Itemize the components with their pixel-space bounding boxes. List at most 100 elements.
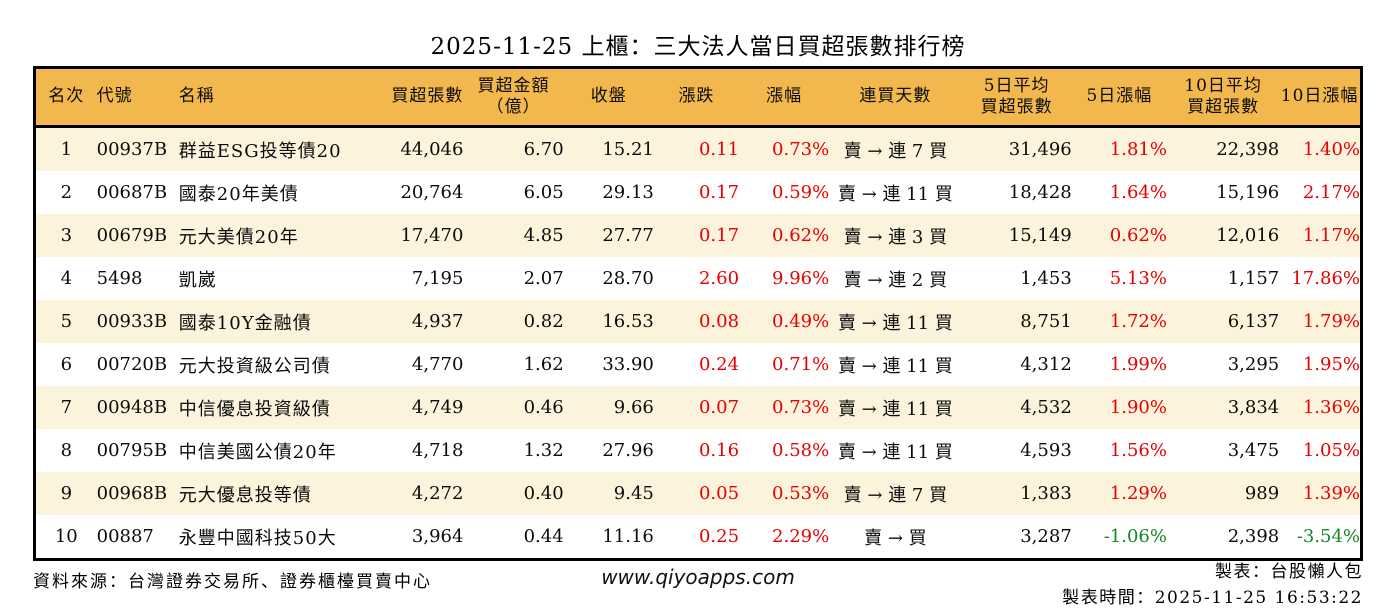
col-header-avg10: 10日平均 買超張數 <box>1166 67 1280 128</box>
cell-change: 0.08 <box>698 311 740 332</box>
cell-change_pct: 0.73% <box>772 397 830 418</box>
col-header-close: 收盤 <box>563 67 654 128</box>
footer-source: 資料來源：台灣證券交易所、證券櫃檯買賣中心 <box>33 572 432 592</box>
cell-pct5: 1.64% <box>1109 182 1167 203</box>
cell-pct5: 1.56% <box>1109 440 1167 461</box>
cell-change_pct: 0.53% <box>772 483 830 504</box>
cell-rank: 5 <box>60 311 73 332</box>
col-header-change: 漲跌 <box>653 67 740 128</box>
cell-avg10: 3,834 <box>1227 397 1280 418</box>
cell-avg10: 2,398 <box>1227 526 1280 547</box>
cell-rank: 2 <box>60 182 73 203</box>
footer-maker: 製表：台股懶人包 <box>1215 562 1363 582</box>
cell-change: 2.60 <box>698 268 740 289</box>
col-header-pct5: 5日漲幅 <box>1071 67 1167 128</box>
cell-buy_volume: 4,272 <box>411 483 464 504</box>
cell-pct10: 1.17% <box>1302 225 1360 246</box>
cell-code: 00720B <box>96 354 168 375</box>
cell-close: 16.53 <box>602 311 654 332</box>
cell-avg5: 8,751 <box>1020 311 1072 332</box>
cell-name: 中信美國公債20年 <box>178 441 337 463</box>
cell-close: 33.90 <box>602 354 654 375</box>
cell-avg10: 1,157 <box>1227 268 1280 289</box>
cell-name: 國泰20年美債 <box>178 183 299 205</box>
table-row: 4 5498 凱崴 7,195 2.07 28.70 2.60 9.96% 賣 → 連 2 買 1… <box>34 257 1362 300</box>
cell-rank: 4 <box>60 268 73 289</box>
cell-name: 中信優息投資級債 <box>178 398 331 420</box>
table-row: 2 00687B 國泰20年美債 20,764 6.05 29.13 0.17 0.59% 賣 … <box>34 171 1362 214</box>
cell-buy_volume: 4,770 <box>411 354 464 375</box>
cell-avg5: 3,287 <box>1020 526 1072 547</box>
cell-buy_amount: 4.85 <box>523 225 564 246</box>
cell-avg5: 1,383 <box>1020 483 1072 504</box>
col-header-pct10: 10日漲幅 <box>1279 67 1362 128</box>
cell-buy_volume: 3,964 <box>411 526 464 547</box>
cell-buy_volume: 44,046 <box>400 139 464 160</box>
table-row: 6 00720B 元大投資級公司債 4,770 1.62 33.90 0.24 0.71% 賣 … <box>34 343 1362 386</box>
cell-buy_amount: 6.05 <box>523 182 564 203</box>
cell-avg5: 18,428 <box>1008 182 1072 203</box>
col-header-avg5: 5日平均 買超張數 <box>961 67 1072 128</box>
cell-rank: 1 <box>60 139 73 160</box>
col-header-streak: 連買天數 <box>829 67 962 128</box>
cell-streak: 賣 → 連 11 買 <box>837 441 953 463</box>
cell-close: 11.16 <box>602 526 654 547</box>
cell-streak: 賣 → 連 11 買 <box>837 312 953 334</box>
cell-streak: 賣 → 連 3 買 <box>843 226 948 248</box>
table-header-row: 名次 代號 名稱 買超張數 買超金額 （億） 收盤 漲跌 漲幅 連買天數 5日平均 買超張數 5日漲… <box>34 67 1362 128</box>
footer-website: www.qiyoapps.com <box>601 565 795 589</box>
table-row: 1 00937B 群益ESG投等債20 44,046 6.70 15.21 0.11 0.73… <box>34 126 1362 171</box>
cell-buy_amount: 0.46 <box>523 397 564 418</box>
cell-avg5: 4,593 <box>1020 440 1072 461</box>
cell-avg10: 3,295 <box>1227 354 1280 375</box>
cell-buy_amount: 2.07 <box>523 268 564 289</box>
cell-change: 0.17 <box>698 225 740 246</box>
cell-pct10: 1.95% <box>1302 354 1360 375</box>
cell-buy_amount: 6.70 <box>523 139 564 160</box>
cell-change_pct: 9.96% <box>772 268 830 289</box>
cell-streak: 賣 → 連 11 買 <box>837 398 953 420</box>
cell-avg5: 1,453 <box>1020 268 1072 289</box>
cell-code: 00948B <box>96 397 168 418</box>
cell-code: 00795B <box>96 440 168 461</box>
footer-right-block: 製表：台股懶人包 製表時間：2025-11-25 16:53:22 <box>1062 559 1363 611</box>
cell-close: 15.21 <box>602 139 654 160</box>
cell-change: 0.07 <box>698 397 740 418</box>
col-header-name: 名稱 <box>178 67 364 128</box>
cell-streak: 賣 → 連 7 買 <box>843 484 948 506</box>
cell-pct5: 1.99% <box>1109 354 1167 375</box>
cell-rank: 6 <box>60 354 73 375</box>
cell-rank: 10 <box>54 526 78 547</box>
cell-pct10: 1.40% <box>1302 139 1360 160</box>
table-row: 7 00948B 中信優息投資級債 4,749 0.46 9.66 0.07 0.73% 賣 →… <box>34 386 1362 429</box>
ranking-table-container: 名次 代號 名稱 買超張數 買超金額 （億） 收盤 漲跌 漲幅 連買天數 5日平均 買超張數 5日漲… <box>33 66 1363 561</box>
cell-name: 元大優息投等債 <box>178 484 312 506</box>
cell-change_pct: 0.58% <box>772 440 830 461</box>
col-header-rank: 名次 <box>34 67 97 128</box>
cell-pct10: 1.05% <box>1302 440 1360 461</box>
cell-change: 0.16 <box>698 440 740 461</box>
cell-change_pct: 0.73% <box>772 139 830 160</box>
cell-buy_volume: 7,195 <box>411 268 464 289</box>
page-title: 2025-11-25 上櫃：三大法人當日買超張數排行榜 <box>430 34 966 60</box>
cell-rank: 7 <box>60 397 73 418</box>
cell-change_pct: 0.62% <box>772 225 830 246</box>
cell-pct5: 0.62% <box>1109 225 1167 246</box>
cell-streak: 賣 → 連 11 買 <box>837 355 953 377</box>
cell-avg10: 3,475 <box>1227 440 1280 461</box>
cell-buy_amount: 1.62 <box>523 354 564 375</box>
table-row: 8 00795B 中信美國公債20年 4,718 1.32 27.96 0.16 0.58% 賣… <box>34 429 1362 472</box>
cell-buy_amount: 0.40 <box>523 483 564 504</box>
cell-pct10: 2.17% <box>1302 182 1360 203</box>
cell-pct5: 1.81% <box>1109 139 1167 160</box>
cell-rank: 3 <box>60 225 73 246</box>
cell-code: 00937B <box>96 139 168 160</box>
cell-name: 永豐中國科技50大 <box>178 527 337 549</box>
table-row: 5 00933B 國泰10Y金融債 4,937 0.82 16.53 0.08 0.49% 賣 … <box>34 300 1362 343</box>
cell-pct10: -3.54% <box>1296 526 1360 547</box>
cell-change: 0.24 <box>698 354 740 375</box>
cell-pct5: 1.29% <box>1109 483 1167 504</box>
cell-rank: 8 <box>60 440 73 461</box>
cell-close: 28.70 <box>602 268 654 289</box>
cell-code: 00687B <box>96 182 168 203</box>
